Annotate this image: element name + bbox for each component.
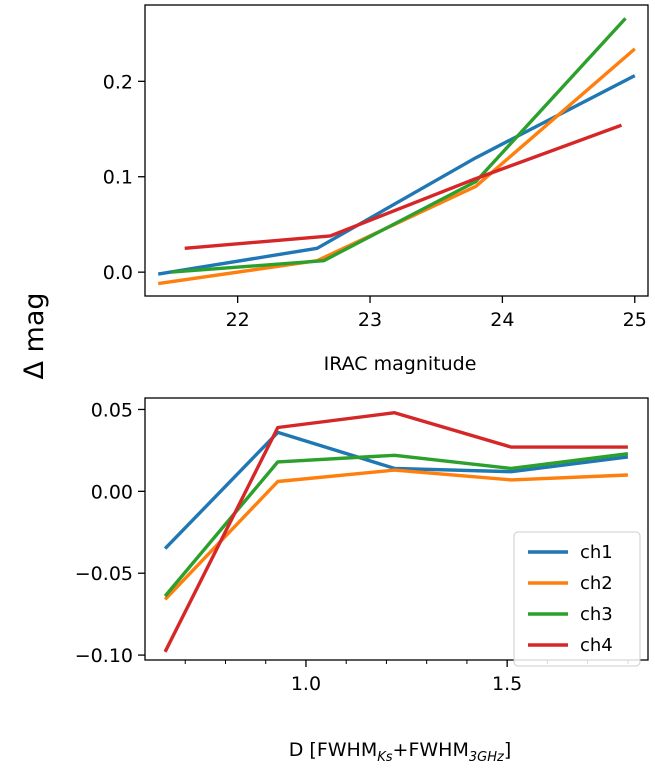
top-xtick-label: 24 bbox=[490, 309, 514, 331]
legend-entries: ch1 ch2 ch3 ch4 bbox=[528, 542, 613, 656]
top-series-ch3 bbox=[171, 17, 627, 274]
bottom-panel: 1.0 1.5 −0.10 −0.05 0.00 0.05 D [FWHMKs+FWHM3… bbox=[75, 397, 649, 765]
legend: ch1 ch2 ch3 ch4 bbox=[513, 531, 641, 667]
bottom-xtick-label: 1.5 bbox=[492, 673, 522, 695]
top-ytick-label: 0.2 bbox=[103, 71, 133, 93]
top-panel-frame bbox=[144, 4, 649, 297]
top-ytick-label: 0.0 bbox=[103, 262, 133, 284]
top-panel: 22 23 24 25 0.0 0.1 0.2 IRAC magnitude bbox=[103, 4, 649, 375]
top-xtick-label: 23 bbox=[358, 309, 382, 331]
legend-label-ch3: ch3 bbox=[580, 604, 613, 625]
bottom-ytick-label: 0.05 bbox=[91, 399, 133, 421]
top-series-ch4 bbox=[184, 123, 623, 250]
bottom-xtick-label: 1.0 bbox=[291, 673, 321, 695]
legend-label-ch1: ch1 bbox=[580, 542, 613, 563]
bottom-series-ch3 bbox=[163, 452, 629, 598]
bottom-series-ch4 bbox=[163, 411, 628, 653]
top-xtick-label: 22 bbox=[226, 309, 250, 331]
bottom-ytick-label: −0.10 bbox=[75, 645, 133, 667]
legend-label-ch4: ch4 bbox=[580, 635, 613, 656]
bottom-series-ch1 bbox=[163, 430, 629, 550]
top-xtick-label: 25 bbox=[623, 309, 647, 331]
bottom-xlabel-suffix: ] bbox=[504, 739, 511, 761]
bottom-xlabel-prefix: D [FWHM bbox=[289, 739, 377, 761]
legend-box bbox=[513, 531, 641, 667]
bottom-x-axis-label: D [FWHMKs+FWHM3GHz] bbox=[289, 739, 512, 765]
top-ytick-label: 0.1 bbox=[103, 167, 133, 189]
shared-y-axis-label: Δ mag bbox=[19, 292, 50, 379]
bottom-panel-ticks: 1.0 1.5 −0.10 −0.05 0.00 0.05 bbox=[75, 399, 629, 695]
top-plot-lines bbox=[157, 17, 636, 286]
bottom-ytick-label: −0.05 bbox=[75, 563, 133, 585]
bottom-xlabel-mid: +FWHM bbox=[393, 739, 469, 761]
bottom-plot-lines bbox=[163, 411, 629, 653]
legend-label-ch2: ch2 bbox=[580, 573, 613, 594]
bottom-panel-frame bbox=[144, 397, 649, 661]
top-x-axis-label: IRAC magnitude bbox=[324, 353, 477, 375]
bottom-ytick-label: 0.00 bbox=[91, 481, 133, 503]
bottom-series-ch2 bbox=[163, 468, 628, 601]
bottom-xlabel-sub2: 3GHz bbox=[469, 750, 505, 765]
bottom-xlabel-sub1: Ks bbox=[377, 750, 393, 765]
top-panel-ticks: 22 23 24 25 0.0 0.1 0.2 bbox=[103, 71, 647, 331]
